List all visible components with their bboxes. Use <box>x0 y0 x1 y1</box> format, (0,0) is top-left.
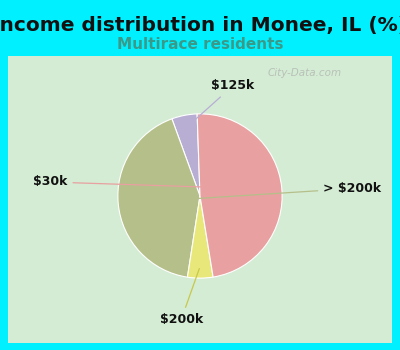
FancyBboxPatch shape <box>8 56 392 343</box>
Text: $200k: $200k <box>160 268 203 326</box>
Wedge shape <box>172 114 200 196</box>
Wedge shape <box>197 114 282 277</box>
Text: $125k: $125k <box>189 79 254 125</box>
Text: City-Data.com: City-Data.com <box>267 68 341 78</box>
Text: Income distribution in Monee, IL (%): Income distribution in Monee, IL (%) <box>0 16 400 35</box>
Text: Multirace residents: Multirace residents <box>117 37 283 52</box>
Text: > $200k: > $200k <box>133 182 381 203</box>
Text: $30k: $30k <box>33 175 267 189</box>
Wedge shape <box>118 119 200 277</box>
Wedge shape <box>188 196 213 278</box>
